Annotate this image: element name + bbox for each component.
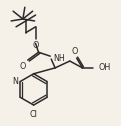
- Text: O: O: [32, 40, 39, 50]
- Text: Cl: Cl: [30, 110, 38, 119]
- Text: O: O: [19, 62, 26, 71]
- Text: OH: OH: [98, 63, 110, 72]
- Text: O: O: [72, 47, 78, 56]
- Text: N: N: [12, 77, 18, 86]
- Text: NH: NH: [53, 54, 65, 63]
